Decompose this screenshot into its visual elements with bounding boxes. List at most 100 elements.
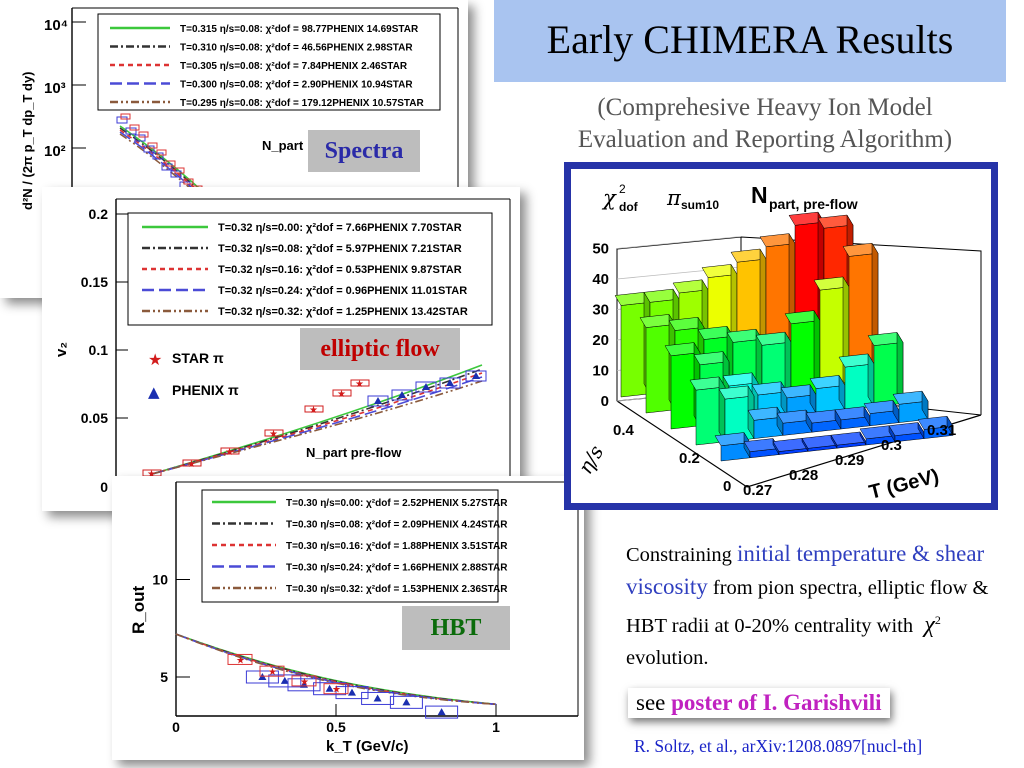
- hbt-star-box-3: [323, 683, 349, 695]
- v2-ticks: 0 0.05 0.1 0.15 0.2: [81, 206, 128, 495]
- hbt-legend-box: [201, 489, 499, 603]
- v2-tick-label-1: 0.05: [81, 410, 108, 426]
- v2-annotation: N_part pre-flow: [306, 445, 402, 460]
- spectra-point: [129, 124, 140, 131]
- lego-title-pi: π: [666, 186, 682, 210]
- hbt-star-box-0: [227, 653, 253, 665]
- v2-phenix-box-4: [465, 370, 487, 382]
- v2-phenix-point-4: [472, 372, 480, 379]
- poster-prefix: see: [636, 690, 672, 715]
- hbt-phenix-box-6: [389, 695, 423, 709]
- v2-phenix-point-0: [374, 397, 382, 404]
- hbt-xtick-label-2: 1: [492, 719, 500, 735]
- hbt-phenix-point-6: [402, 698, 411, 706]
- spectra-point: [161, 163, 173, 171]
- v2-legend: T=0.32 η/s=0.00: χ²dof = 7.66PHENIX 7.70…: [142, 222, 468, 318]
- constraint-rest-2: evolution.: [626, 646, 709, 669]
- hbt-phenix-point-7: [437, 708, 446, 716]
- spectra-point: [156, 149, 167, 156]
- v2-phenix-box-3: [439, 377, 461, 389]
- v2-curve-4: [151, 380, 483, 475]
- title-box: Early CHIMERA Results: [494, 0, 1006, 82]
- citation[interactable]: R. Soltz, et al., arXiv:1208.0897[nucl-t…: [634, 736, 923, 756]
- constraint-prefix: Constraining: [626, 544, 738, 566]
- legend-entry-4: T=0.295 η/s=0.08: χ²dof = 179.12PHENIX 1…: [180, 98, 425, 109]
- v2-star-point-2: ★: [225, 447, 234, 458]
- spectra-ylabel: d²N / (2π p_T dp_T dy): [20, 71, 35, 210]
- v2-tick-label-3: 0.15: [81, 274, 108, 290]
- hbt-curve-4: [175, 633, 497, 706]
- v2-tick-label-0: 0: [100, 479, 108, 495]
- v2-star-box-3: [264, 429, 284, 437]
- hbt-phenix-box-0: [245, 670, 279, 684]
- lego-ztick-5: 50: [592, 241, 609, 258]
- elliptic-flow-chart: 0 0.05 0.1 0.15 0.2 v₂ T=0.32 η/s=0.00: χ²do…: [53, 198, 511, 511]
- lego-xtick-2: 0.29: [835, 452, 864, 469]
- subtitle-line-2: Evaluation and Reporting Algorithm): [577, 126, 953, 153]
- spectra-chart: 10² 10³ 10⁴ d²N / (2π p_T dp_T dy) T=0.3…: [20, 7, 459, 298]
- hbt-phenix-point-5: [373, 694, 382, 702]
- lego-bars: [614, 211, 954, 462]
- v2-star-box-2: [220, 447, 240, 455]
- lego-xtick-3: 0.3: [881, 437, 902, 454]
- hbt-ylabel: R_out: [129, 586, 148, 635]
- lego-title-dof-sup: 2: [619, 182, 626, 196]
- lego-chart: χ 2 dof π sum10 N part, pre-flow 0102030…: [573, 182, 982, 504]
- v2-phenix-box-2: [415, 381, 437, 393]
- lego-title-chi: χ: [601, 186, 617, 210]
- lego-grid-line-5: [616, 236, 742, 249]
- hbt-phenix-box-2: [287, 678, 321, 692]
- legend-entry-4: T=0.30 η/s=0.32: χ²dof = 1.53PHENIX 2.36…: [286, 584, 508, 595]
- constraint-highlight: initial temperature & shear viscosity: [626, 541, 985, 599]
- legend-entry-1: T=0.310 η/s=0.08: χ²dof = 46.56PHENIX 2.…: [180, 43, 413, 54]
- hbt-phenix-point-1: [280, 676, 289, 684]
- lego-ztick-3: 30: [592, 302, 609, 319]
- spectra-point: [134, 134, 146, 142]
- spectra-point: [143, 145, 155, 153]
- v2-axes: [115, 198, 511, 511]
- legend-entry-0: T=0.315 η/s=0.08: χ²dof = 98.77PHENIX 14…: [180, 24, 419, 35]
- legend-entry-3: T=0.32 η/s=0.24: χ²dof = 0.96PHENIX 11.0…: [218, 285, 467, 297]
- spectra-point: [174, 167, 185, 174]
- lego-ztick-4: 40: [592, 271, 609, 288]
- legend-entry-1: T=0.30 η/s=0.08: χ²dof = 2.09PHENIX 4.24…: [286, 520, 508, 531]
- lego-ytick-0: 0: [723, 478, 731, 495]
- v2-curve-1: [151, 368, 483, 475]
- hbt-chart: 0 0.5 1 5 10 R_out k_T (GeV/c) T=0.30 η/s=0.…: [129, 481, 579, 755]
- hbt-star-box-2: [291, 675, 317, 687]
- spectra-legend-box: [97, 13, 441, 111]
- spectra-point: [116, 116, 128, 124]
- v2-phenix-box-0: [367, 395, 389, 407]
- hbt-ticks: 0 0.5 1 5 10: [152, 572, 500, 736]
- spectra-annotation: N_part: [262, 138, 304, 153]
- v2-star-box-4: [304, 405, 324, 413]
- lego-ytick-1: 0.2: [679, 450, 700, 467]
- poster-link[interactable]: poster of I. Garishvili: [671, 690, 882, 715]
- lego-bar-side: [921, 390, 929, 421]
- lego-title-dof-sub: dof: [619, 200, 639, 214]
- v2-phenix-point-3: [446, 379, 454, 386]
- hbt-xtick-label-0: 0: [172, 719, 180, 735]
- hbt-star-point-3: ★: [332, 685, 341, 696]
- v2-curves: ★ ★ ★ ★ ★ ★ ★: [142, 364, 487, 480]
- spectra-tag: Spectra: [308, 130, 420, 172]
- slide-subtitle: (Comprehesive Heavy Ion Model Evaluation…: [530, 92, 1000, 156]
- v2-tick-label-2: 0.1: [89, 342, 109, 358]
- legend-entry-1: T=0.32 η/s=0.08: χ²dof = 5.97PHENIX 7.21…: [218, 243, 462, 255]
- lego-bar-side: [718, 375, 726, 443]
- legend-entry-0: T=0.30 η/s=0.00: χ²dof = 2.52PHENIX 5.27…: [286, 498, 508, 509]
- hbt-star-box-1: [259, 665, 285, 677]
- v2-ylabel: v₂: [53, 342, 70, 357]
- lego-ztick-0: 0: [601, 393, 609, 410]
- lego-title: χ 2 dof π sum10 N part, pre-flow: [601, 182, 858, 214]
- hbt-curves: [175, 633, 497, 706]
- spectra-point: [120, 113, 131, 120]
- spectra-ytick-1: 10³: [44, 80, 66, 97]
- hbt-phenix-point-3: [325, 684, 334, 692]
- hbt-star-point-1: ★: [268, 667, 277, 678]
- hbt-phenix-box-3: [313, 682, 347, 696]
- v2-star-point-3: ★: [269, 429, 278, 440]
- legend-entry-2: T=0.305 η/s=0.08: χ²dof = 7.84PHENIX 2.4…: [180, 61, 408, 72]
- hbt-phenix-point-4: [348, 688, 356, 696]
- legend-entry-3: T=0.300 η/s=0.08: χ²dof = 2.90PHENIX 10.…: [180, 80, 413, 91]
